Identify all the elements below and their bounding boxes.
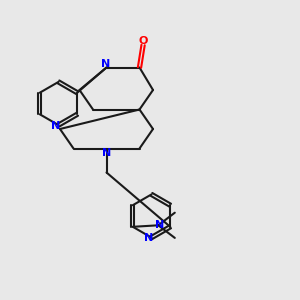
Text: N: N bbox=[103, 148, 112, 158]
Text: O: O bbox=[139, 36, 148, 46]
Text: N: N bbox=[154, 220, 164, 230]
Text: N: N bbox=[144, 232, 153, 243]
Text: N: N bbox=[52, 121, 61, 131]
Text: N: N bbox=[101, 59, 110, 69]
